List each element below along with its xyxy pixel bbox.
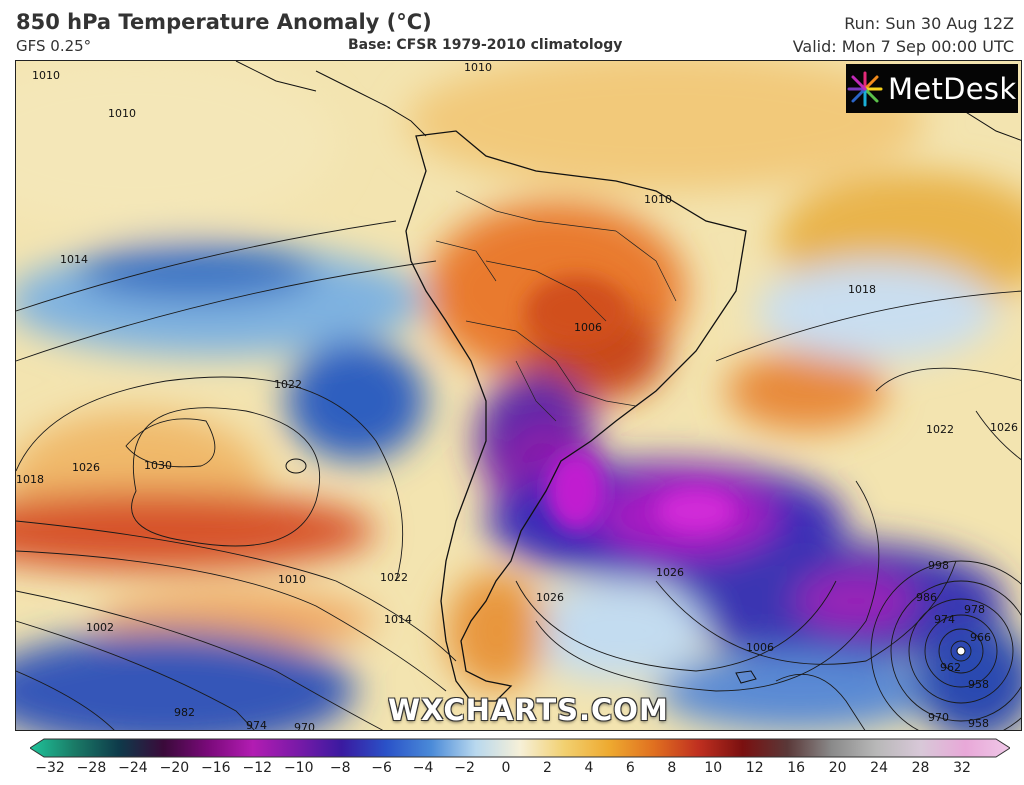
isobar-label: 1010 [108, 107, 136, 120]
colorbar-tick-label: 4 [584, 760, 594, 776]
isobar-label: 1018 [848, 283, 876, 296]
colorbar-tick-label: −20 [159, 760, 190, 776]
colorbar-tick-label: −6 [371, 760, 392, 776]
isobar-label: 982 [174, 706, 195, 719]
colorbar-ticks: −32 −28 −24 −20 −16 −12 −10 −8 −6 −4 −2 0 2 4 6 8 10 12 16… [0, 760, 1024, 782]
isobar-label: 966 [970, 631, 991, 644]
low-centre-marker [956, 646, 966, 656]
isobar-label: 986 [916, 591, 937, 604]
isobar-label: 970 [928, 711, 949, 724]
colorbar-tick-label: −28 [76, 760, 107, 776]
colorbar-tick-label: 6 [625, 760, 635, 776]
isobar-label: 1022 [274, 378, 302, 391]
isobar-label: 1018 [16, 473, 44, 486]
run-time: Run: Sun 30 Aug 12Z [844, 14, 1014, 33]
isobar-label: 958 [968, 717, 989, 730]
valid-time: Valid: Mon 7 Sep 00:00 UTC [792, 37, 1014, 56]
colorbar-tick-label: −12 [242, 760, 273, 776]
isobar-label: 1026 [656, 566, 684, 579]
isobar-label: 1014 [384, 613, 412, 626]
isobar-label: 1026 [536, 591, 564, 604]
watermark: WXCHARTS.COM [388, 693, 669, 727]
colorbar [30, 738, 1010, 758]
header: 850 hPa Temperature Anomaly (°C) GFS 0.2… [0, 0, 1024, 60]
central-america-coast [315, 70, 427, 137]
low-pressure-rings [870, 560, 1021, 730]
logo-text: MetDesk [888, 71, 1017, 106]
colorbar-tick-label: −10 [283, 760, 314, 776]
isobar-label: 1022 [380, 571, 408, 584]
colorbar-tick-label: 16 [787, 760, 806, 776]
colorbar-tick-label: −4 [412, 760, 434, 776]
colorbar-tick-label: 12 [745, 760, 764, 776]
colorbar-tick-label: 2 [542, 760, 552, 776]
chart-title: 850 hPa Temperature Anomaly (°C) [16, 10, 432, 34]
metdesk-logo: MetDesk [846, 64, 1018, 113]
island [285, 458, 307, 474]
metdesk-star-icon [847, 71, 883, 106]
isobar-label: 1010 [464, 61, 492, 74]
falkland-islands [735, 670, 757, 684]
isobar-label: 1006 [574, 321, 602, 334]
colorbar-tick-label: 32 [953, 760, 971, 776]
colorbar-tick-label: 8 [667, 760, 677, 776]
model-label: GFS 0.25° [16, 37, 92, 55]
isobar-label: 978 [964, 603, 985, 616]
colorbar-tick-label: 20 [828, 760, 847, 776]
base-label: Base: CFSR 1979-2010 climatology [348, 37, 623, 53]
country-borders [435, 190, 677, 422]
isobar-label: 1010 [32, 69, 60, 82]
isobar-label: 974 [246, 719, 267, 731]
isobar-label: 1010 [278, 573, 306, 586]
colorbar-tick-label: 0 [501, 760, 511, 776]
isobar-label: 1022 [926, 423, 954, 436]
anomaly-map[interactable]: 1010 1010 1010 1014 1018 1022 1026 1030 … [15, 60, 1022, 731]
isobar-label: 970 [294, 721, 315, 731]
isobar-label: 998 [928, 559, 949, 572]
south-america-coastline [405, 130, 747, 702]
isobar-label: 1002 [86, 621, 114, 634]
mexico-coast [235, 61, 317, 92]
isobar-label: 1026 [990, 421, 1018, 434]
colorbar-tick-label: −16 [201, 760, 231, 776]
isobar-label: 1010 [644, 193, 672, 206]
isobar-labels: 1010 1010 1010 1014 1018 1022 1026 1030 … [16, 61, 1018, 731]
isobar-label: 958 [968, 678, 989, 691]
colorbar-shape [30, 738, 1010, 758]
isobar-label: 1026 [72, 461, 100, 474]
colorbar-tick-label: 10 [704, 760, 723, 776]
colorbar-tick-label: −8 [329, 760, 351, 776]
isobar-lines [16, 220, 1021, 730]
map-canvas: 1010 1010 1010 1014 1018 1022 1026 1030 … [16, 61, 1021, 731]
colorbar-tick-label: −32 [35, 760, 65, 776]
anomaly-field-detail [526, 276, 736, 533]
colorbar-tick-label: 28 [911, 760, 930, 776]
colorbar-tick-label: 24 [870, 760, 888, 776]
colorbar-tick-label: −2 [454, 760, 475, 776]
isobar-label: 1006 [746, 641, 774, 654]
isobar-label: 962 [940, 661, 961, 674]
isobar-label: 1014 [60, 253, 88, 266]
isobar-label: 974 [934, 613, 955, 626]
colorbar-tick-label: −24 [118, 760, 148, 776]
anomaly-field [16, 61, 1021, 730]
isobar-label: 1030 [144, 459, 172, 472]
